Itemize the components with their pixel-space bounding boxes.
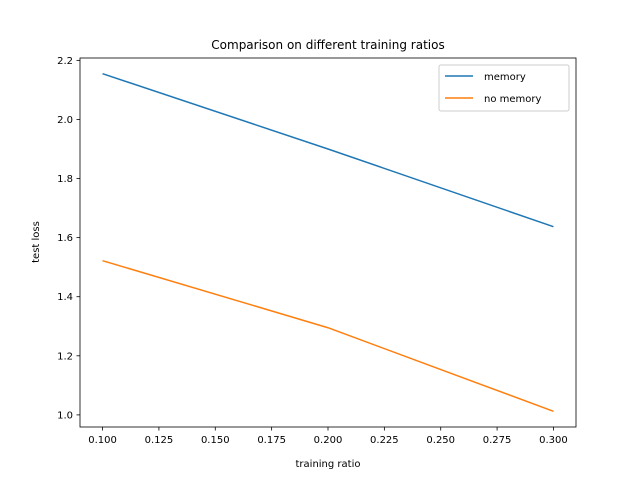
x-tick-label: 0.200 [314, 435, 343, 446]
x-tick-label: 0.100 [88, 435, 117, 446]
y-tick-label: 1.6 [57, 233, 73, 244]
x-tick-label: 0.300 [539, 435, 568, 446]
y-tick-label: 2.0 [57, 115, 73, 126]
x-tick-label: 0.250 [426, 435, 455, 446]
chart-title: Comparison on different training ratios [211, 38, 444, 52]
x-tick-label: 0.275 [483, 435, 512, 446]
y-tick-label: 1.2 [57, 351, 73, 362]
y-axis-label: test loss [31, 221, 42, 263]
x-axis: 0.100 0.125 0.150 0.175 0.200 0.225 0.250 0.275… [88, 427, 568, 446]
x-tick-label: 0.225 [370, 435, 399, 446]
x-tick-label: 0.125 [145, 435, 174, 446]
legend-label-no-memory: no memory [484, 94, 541, 105]
y-tick-label: 1.8 [57, 174, 73, 185]
x-tick-label: 0.150 [201, 435, 230, 446]
series-layer [102, 72, 554, 413]
x-tick-label: 0.175 [257, 435, 286, 446]
legend: memory no memory [438, 64, 570, 112]
series-line-memory [102, 72, 554, 228]
series-line-no-memory [102, 259, 554, 413]
x-axis-label: training ratio [296, 459, 361, 470]
y-axis: 1.0 1.2 1.4 1.6 1.8 2.0 2.2 [57, 56, 80, 421]
y-tick-label: 1.4 [57, 292, 73, 303]
y-tick-label: 1.0 [57, 410, 73, 421]
y-tick-label: 2.2 [57, 56, 73, 67]
legend-label-memory: memory [484, 72, 526, 83]
